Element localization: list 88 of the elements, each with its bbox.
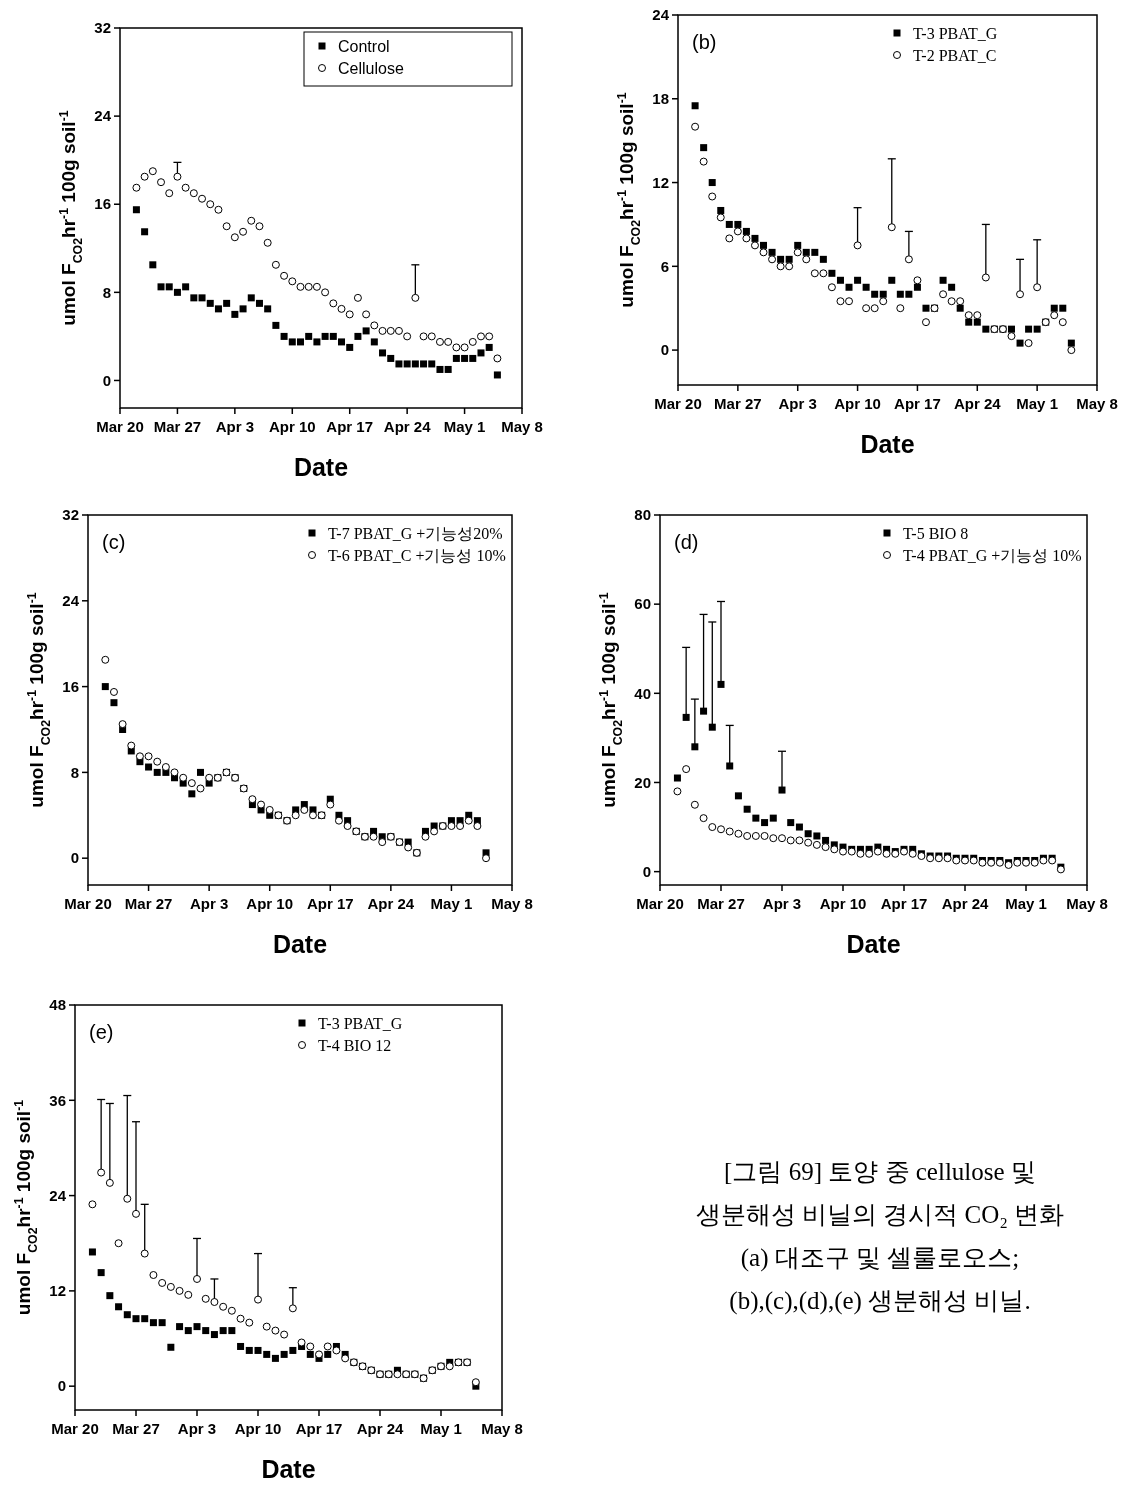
x-tick-label: Mar 20: [636, 895, 684, 912]
x-tick-label: Apr 10: [234, 1420, 282, 1437]
legend-label: Control: [338, 37, 390, 55]
legend-label: T-6 PBAT_C +기능성 10%: [328, 546, 506, 564]
x-tick-label: Apr 3: [215, 418, 255, 435]
y-tick-label: 24: [62, 592, 80, 610]
x-axis-title: Date: [272, 930, 328, 958]
x-tick-label: Apr 17: [326, 418, 374, 435]
text: (a) 대조구 및 셀룰로오스;: [740, 1244, 1020, 1272]
x-tick-label: Mar 20: [96, 418, 144, 435]
x-tick-label: Apr 17: [880, 895, 928, 912]
y-tick-label: 20: [634, 773, 651, 791]
x-tick-label: Apr 3: [177, 1420, 217, 1437]
legend-label: T-2 PBAT_C: [913, 46, 997, 64]
x-tick-label: Apr 3: [778, 395, 817, 412]
text: 생분해성 비닐의 경시적 CO₂ 변화: [695, 1201, 1065, 1228]
y-tick-label: 0: [70, 849, 79, 867]
legend-label: T-5 BIO 8: [903, 524, 969, 542]
text: [그림 69] 토양 중 cellulose 및: [724, 1158, 1036, 1185]
y-tick-label: 12: [49, 1282, 66, 1300]
x-tick-label: May 8: [501, 418, 543, 435]
annotation: (d): [674, 531, 699, 553]
x-tick-label: May 1: [430, 895, 473, 912]
y-tick-label: 40: [634, 684, 651, 702]
y-tick-label: 8: [70, 763, 79, 781]
legend-label: Cellulose: [338, 59, 404, 77]
y-tick-label: 0: [57, 1377, 66, 1395]
x-tick-label: Apr 3: [189, 895, 229, 912]
x-tick-label: May 8: [1076, 395, 1118, 412]
x-tick-label: Apr 24: [383, 418, 432, 435]
y-tick-label: 32: [94, 19, 111, 37]
x-tick-label: Apr 17: [306, 895, 354, 912]
x-tick-label: May 1: [1005, 895, 1047, 912]
x-tick-label: Mar 27: [112, 1420, 160, 1437]
x-tick-label: Apr 10: [268, 418, 316, 435]
y-tick-label: 12: [652, 173, 669, 191]
x-tick-label: May 8: [491, 895, 533, 912]
x-tick-label: May 1: [443, 418, 486, 435]
x-tick-label: May 1: [420, 1420, 462, 1437]
x-tick-label: Apr 24: [356, 1420, 404, 1437]
annotation: (b): [692, 31, 717, 53]
x-axis-title: Date: [860, 430, 915, 458]
annotation: (c): [102, 531, 126, 553]
annotation: (e): [89, 1021, 114, 1043]
x-tick-label: Apr 10: [834, 395, 881, 412]
x-tick-label: Mar 27: [124, 895, 173, 912]
y-tick-label: 0: [642, 862, 651, 880]
x-tick-label: Mar 20: [51, 1420, 99, 1437]
x-tick-label: May 8: [481, 1420, 523, 1437]
x-axis-title: Date: [846, 930, 901, 958]
y-tick-label: 80: [634, 506, 651, 524]
y-tick-label: 60: [634, 595, 651, 613]
x-tick-label: Apr 3: [762, 895, 802, 912]
y-tick-label: 8: [102, 283, 111, 301]
y-tick-label: 16: [94, 195, 111, 213]
y-tick-label: 0: [102, 371, 111, 389]
x-tick-label: Mar 27: [697, 895, 745, 912]
x-tick-label: Apr 10: [246, 895, 294, 912]
x-tick-label: Apr 17: [295, 1420, 343, 1437]
y-tick-label: 48: [49, 996, 66, 1014]
x-axis-title: Date: [293, 453, 349, 481]
legend-label: T-3 PBAT_G: [913, 24, 998, 42]
y-tick-label: 16: [62, 677, 79, 695]
x-tick-label: May 8: [1066, 895, 1108, 912]
y-tick-label: 6: [660, 257, 669, 275]
y-tick-label: 24: [652, 6, 670, 24]
legend-label: T-3 PBAT_G: [318, 1014, 403, 1032]
x-tick-label: May 1: [1016, 395, 1058, 412]
y-tick-label: 18: [652, 90, 669, 108]
x-tick-label: Apr 10: [819, 895, 867, 912]
y-tick-label: 24: [49, 1186, 67, 1204]
legend-label: T-7 PBAT_G +기능성20%: [328, 524, 503, 542]
x-tick-label: Apr 17: [894, 395, 941, 412]
x-tick-label: Mar 27: [714, 395, 762, 412]
legend-label: T-4 BIO 12: [318, 1036, 392, 1054]
y-tick-label: 0: [660, 341, 669, 359]
y-tick-label: 36: [49, 1091, 66, 1109]
x-tick-label: Mar 27: [153, 418, 202, 435]
x-tick-label: Mar 20: [64, 895, 112, 912]
x-tick-label: Apr 24: [367, 895, 415, 912]
x-axis-title: Date: [261, 1455, 316, 1483]
x-tick-label: Mar 20: [654, 395, 702, 412]
y-tick-label: 32: [62, 506, 79, 524]
x-tick-label: Apr 24: [953, 395, 1002, 412]
text: (b),(c),(d),(e) 생분해성 비닐.: [729, 1287, 1031, 1315]
x-tick-label: Apr 24: [941, 895, 989, 912]
legend-label: T-4 PBAT_G +기능성 10%: [903, 546, 1082, 564]
y-tick-label: 24: [94, 107, 112, 125]
